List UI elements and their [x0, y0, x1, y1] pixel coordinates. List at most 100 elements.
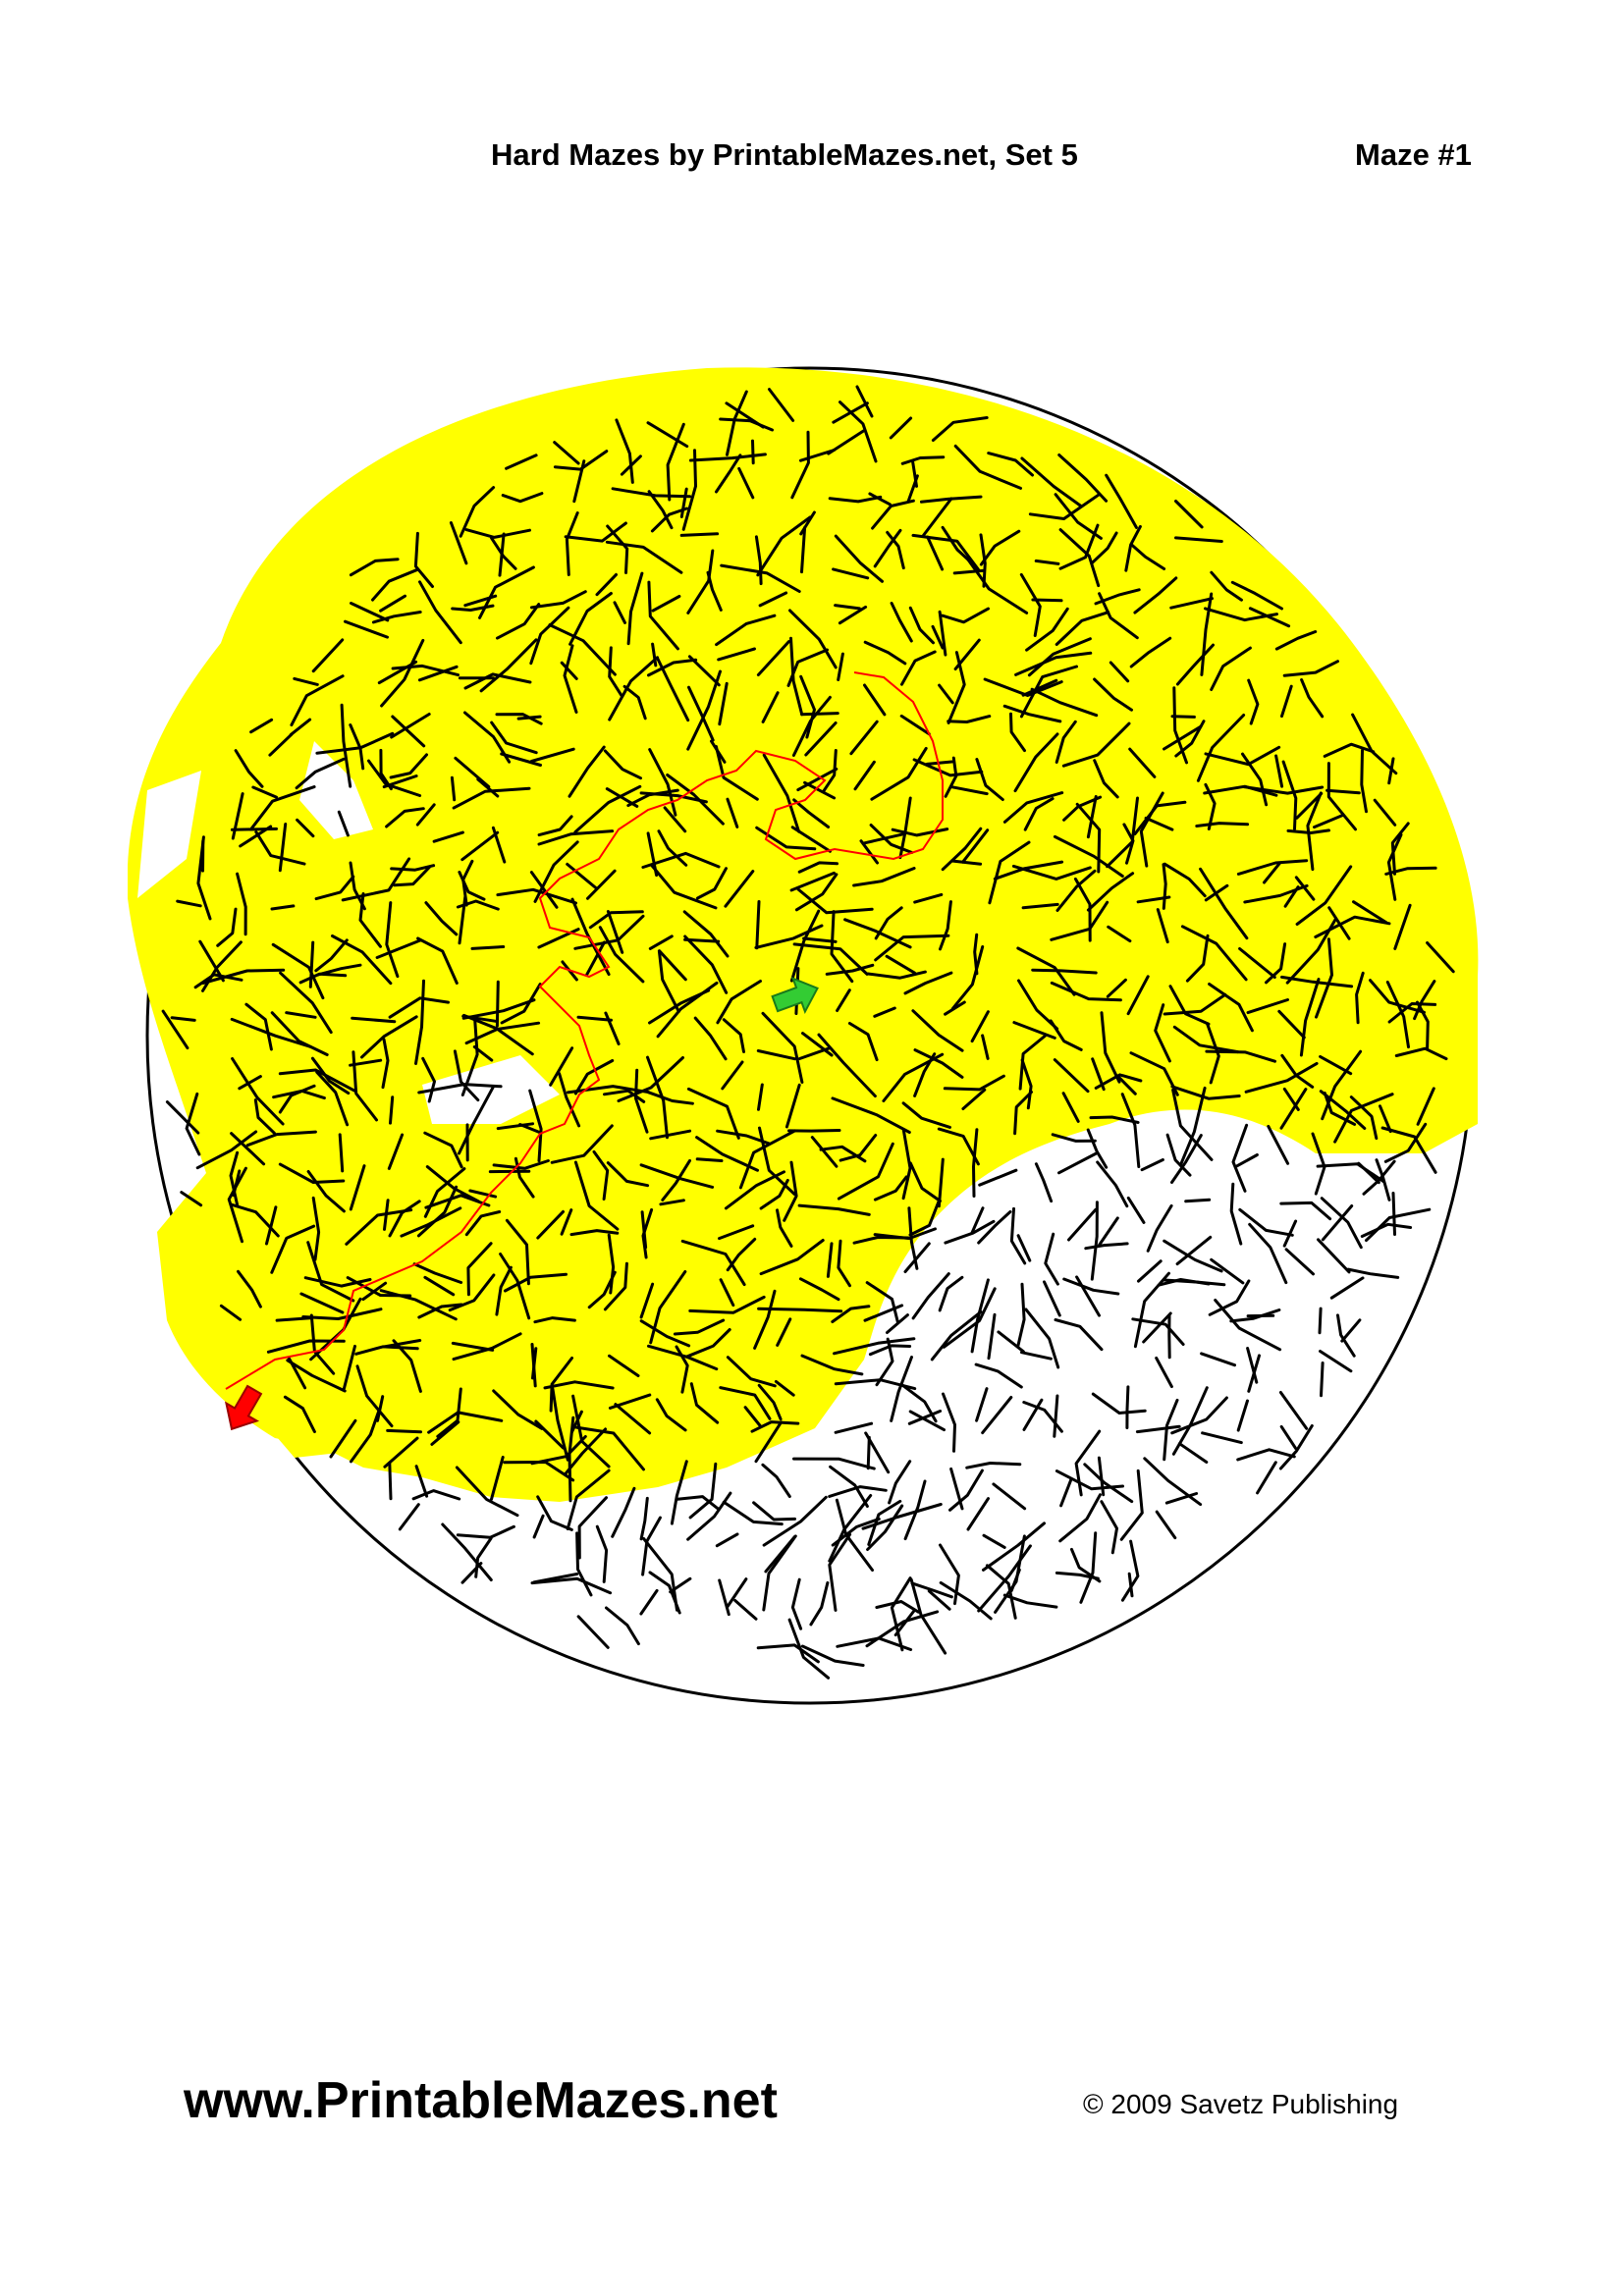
maze-wall-segment [1236, 1399, 1249, 1432]
maze-wall-segment [349, 1164, 366, 1211]
maze-wall-segment [686, 1491, 732, 1541]
maze-wall-segment [1319, 1090, 1367, 1130]
maze-wall-segment [855, 385, 874, 418]
maze-wall-segment [371, 611, 422, 624]
maze-wall-segment [890, 1576, 912, 1652]
maze-wall-segment [1175, 1235, 1213, 1266]
maze-wall-segment [834, 534, 884, 583]
maze-wall-segment [1018, 1034, 1047, 1091]
maze-wall-segment [1107, 925, 1132, 943]
maze-wall-segment [474, 1536, 493, 1578]
maze-wall-segment [606, 1161, 650, 1188]
maze-wall-segment [863, 683, 887, 717]
maze-wall-segment [1130, 543, 1166, 570]
maze-wall-segment [536, 1495, 573, 1531]
maze-wall-segment [758, 591, 788, 608]
maze-wall-segment [754, 1420, 784, 1464]
maze-wall-segment [1126, 1196, 1146, 1224]
maze-wall-segment [251, 785, 278, 799]
maze-wall-segment [286, 1359, 347, 1393]
maze-wall-segment [605, 1606, 640, 1646]
maze-wall-segment [1180, 925, 1248, 982]
maze-wall-segment [563, 644, 578, 714]
maze-wall-segment [1210, 1257, 1245, 1285]
maze-wall-segment [560, 661, 578, 680]
maze-wall-segment [537, 815, 573, 837]
maze-wall-segment [608, 1354, 640, 1377]
maze-wall-segment [238, 1075, 262, 1091]
maze-wall-segment [622, 684, 647, 721]
maze-wall-segment [1178, 1086, 1207, 1167]
maze-wall-segment [1122, 823, 1135, 865]
maze-wall-segment [570, 897, 611, 977]
maze-wall-segment [909, 1577, 947, 1655]
maze-wall-segment [1323, 1092, 1357, 1126]
maze-wall-segment [756, 1643, 820, 1664]
maze-wall-segment [725, 401, 765, 429]
maze-wall-segment [350, 1408, 381, 1464]
maze-wall-segment [1274, 630, 1318, 651]
maze-wall-segment [647, 490, 674, 530]
maze-wall-segment [754, 924, 824, 949]
maze-wall-segment [669, 1576, 692, 1594]
maze-wall-segment [819, 1145, 867, 1163]
maze-wall-segment [278, 823, 288, 873]
maze-wall-segment [452, 1332, 522, 1362]
maze-wall-segment [1086, 1128, 1109, 1169]
maze-wall-segment [774, 1379, 795, 1397]
maze-wall-segment [230, 1017, 312, 1048]
maze-wall-segment [714, 745, 759, 801]
maze-wall-segment [794, 873, 839, 912]
maze-wall-segment [1086, 795, 1098, 839]
maze-wall-segment [377, 660, 418, 685]
maze-wall-segment [828, 1532, 852, 1612]
maze-wall-segment [891, 828, 949, 837]
maze-wall-segment [639, 1588, 659, 1616]
maze-wall-segment [1170, 1085, 1241, 1100]
maze-wall-segment [548, 623, 617, 676]
maze-wall-segment [1022, 1398, 1044, 1431]
maze-wall-segment [673, 1318, 726, 1336]
maze-wall-segment [875, 1600, 920, 1614]
maze-wall-segment [683, 937, 721, 943]
maze-wall-segment [329, 1418, 357, 1459]
maze-wall-segment [1325, 788, 1361, 795]
maze-wall-segment [1105, 473, 1138, 529]
maze-wall-segment [306, 1170, 346, 1213]
maze-wall-segment [886, 1313, 909, 1334]
maze-wall-segment [835, 1498, 874, 1572]
maze-wall-segment [1073, 877, 1092, 942]
maze-wall-segment [391, 715, 426, 748]
maze-wall-segment [1281, 760, 1298, 830]
maze-wall-segment [829, 1465, 869, 1508]
maze-wall-segment [1019, 572, 1042, 637]
maze-wall-segment [245, 1130, 317, 1148]
maze-wall-segment [337, 810, 350, 837]
maze-wall-segment [1318, 1307, 1323, 1335]
maze-wall-segment [566, 1468, 611, 1530]
maze-wall-segment [937, 1157, 945, 1208]
maze-wall-segment [490, 536, 517, 570]
maze-wall-segment [560, 1208, 573, 1236]
maze-wall-segment [1208, 1279, 1251, 1316]
maze-wall-segment [1155, 1357, 1173, 1389]
maze-wall-segment [648, 934, 674, 950]
maze-wall-segment [565, 511, 579, 576]
maze-svg [128, 366, 1479, 1705]
maze-wall-segment [195, 1130, 258, 1170]
maze-wall-segment [1020, 1351, 1053, 1361]
maze-wall-segment [564, 521, 627, 543]
maze-wall-segment [432, 830, 464, 843]
maze-wall-segment [573, 1059, 615, 1095]
maze-wall-segment [331, 934, 393, 986]
maze-wall-segment [1352, 900, 1388, 925]
maze-wall-segment [941, 827, 983, 872]
maze-wall-segment [939, 1580, 993, 1621]
maze-wall-segment [550, 1124, 614, 1164]
maze-wall-segment [873, 1175, 908, 1201]
maze-wall-segment [906, 474, 919, 503]
maze-wall-segment [1360, 1222, 1413, 1238]
maze-wall-segment [689, 1382, 720, 1424]
maze-wall-segment [788, 609, 838, 669]
maze-wall-segment [289, 718, 312, 736]
